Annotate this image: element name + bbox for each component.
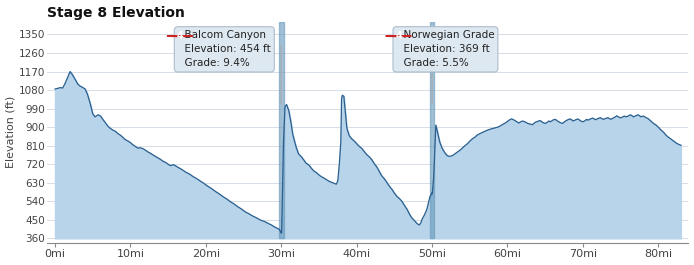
- Text: Stage 8 Elevation: Stage 8 Elevation: [47, 6, 185, 20]
- Text: Balcom Canyon
  Elevation: 454 ft
  Grade: 9.4%: Balcom Canyon Elevation: 454 ft Grade: 9…: [178, 30, 271, 68]
- Text: Norwegian Grade
  Elevation: 369 ft
  Grade: 5.5%: Norwegian Grade Elevation: 369 ft Grade:…: [396, 30, 494, 68]
- Circle shape: [386, 36, 412, 37]
- Text: 4: 4: [395, 31, 402, 41]
- Text: 4: 4: [176, 31, 183, 41]
- Y-axis label: Elevation (ft): Elevation (ft): [6, 96, 15, 169]
- Circle shape: [167, 36, 193, 37]
